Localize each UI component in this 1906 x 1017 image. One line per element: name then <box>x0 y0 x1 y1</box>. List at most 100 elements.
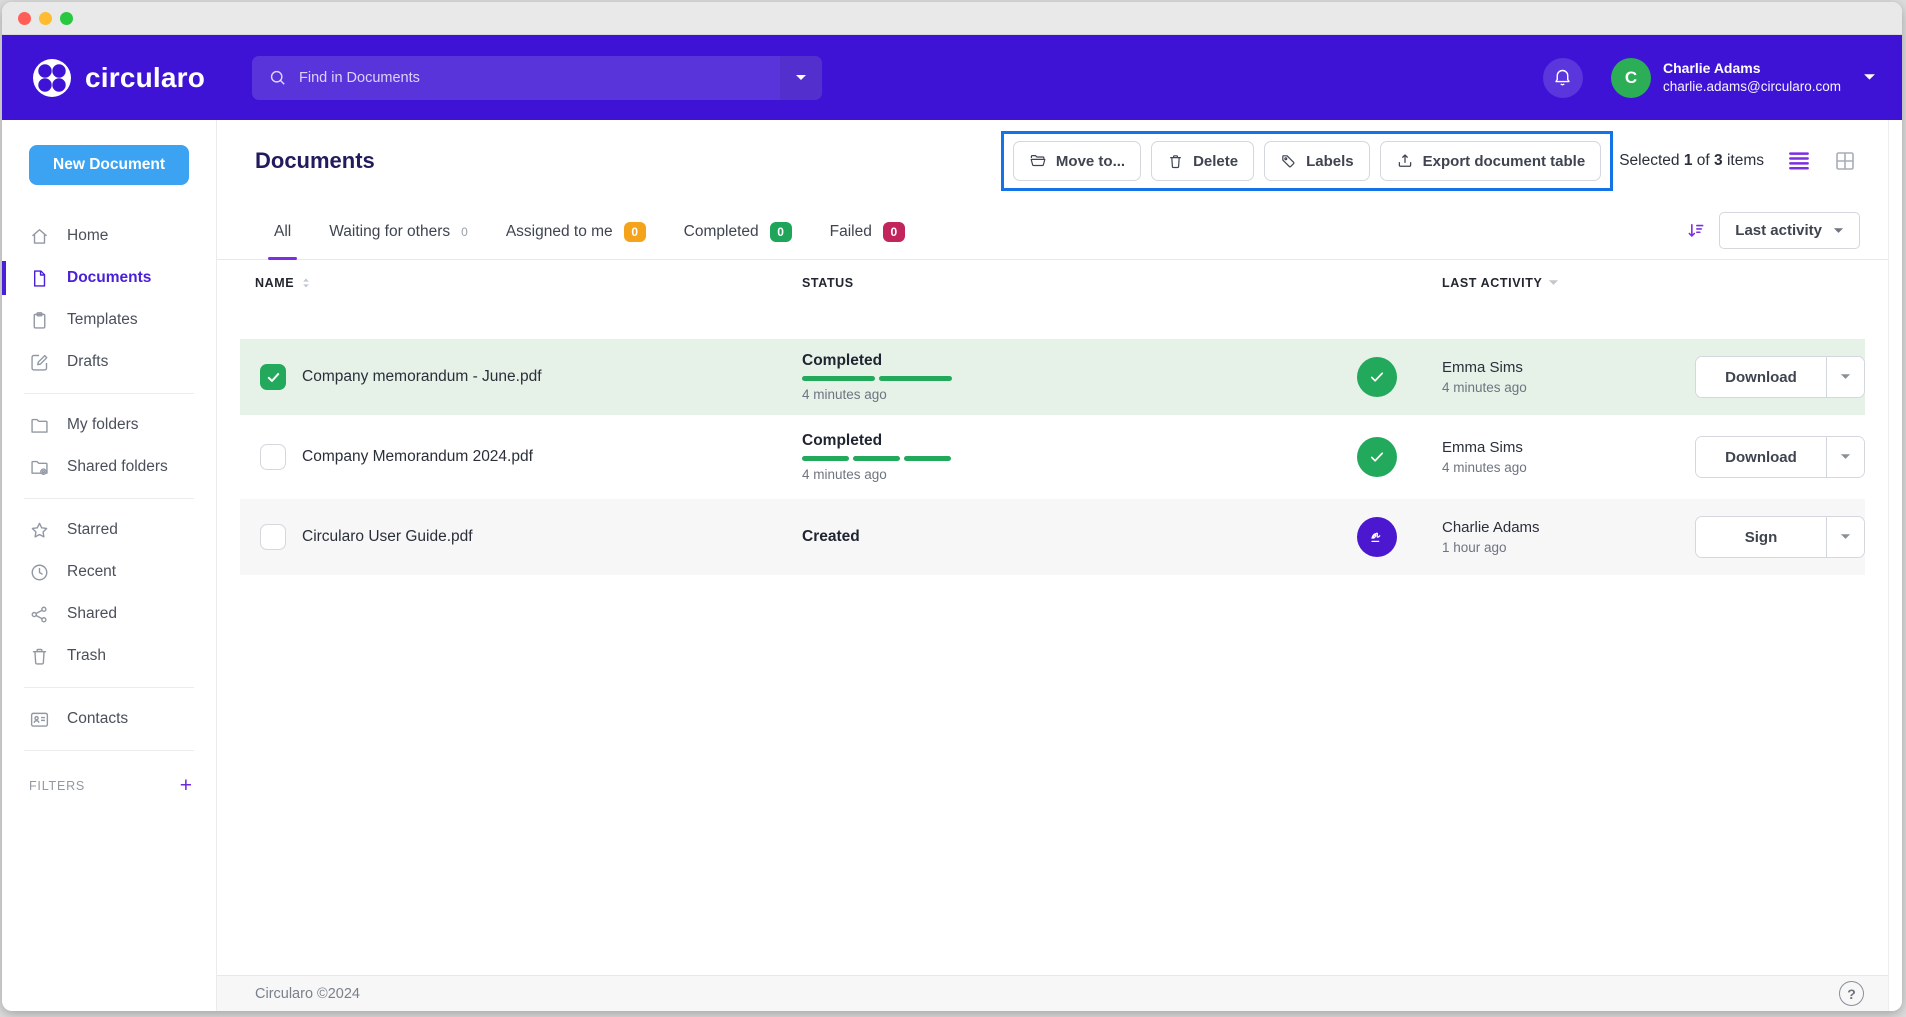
bulk-actions-highlight-box: Move to... Delete Labels Export document… <box>1000 131 1614 191</box>
actor-name: Charlie Adams <box>1442 519 1540 536</box>
search-bar[interactable] <box>252 55 822 100</box>
add-filter-button[interactable]: + <box>179 774 192 797</box>
move-to-button[interactable]: Move to... <box>1012 141 1142 181</box>
sidebar-divider <box>24 750 194 751</box>
trash-icon <box>32 648 47 665</box>
sidebar-item-contacts[interactable]: Contacts <box>2 698 216 740</box>
status-label: Completed <box>802 352 883 369</box>
home-icon <box>32 228 47 244</box>
document-name[interactable]: Circularo User Guide.pdf <box>302 528 473 545</box>
copyright-text: Circularo ©2024 <box>255 985 360 1002</box>
export-icon <box>1398 154 1411 167</box>
clipboard-icon <box>33 311 46 329</box>
chevron-down-icon <box>1833 227 1844 233</box>
notifications-button[interactable] <box>1542 57 1583 98</box>
folder-icon <box>31 418 48 433</box>
sidebar-item-shared-folders[interactable]: Shared folders <box>2 446 216 488</box>
sidebar-item-drafts[interactable]: Drafts <box>2 341 216 383</box>
document-icon <box>33 269 46 287</box>
logo-wordmark: circularo <box>85 61 206 93</box>
sidebar-item-label: Home <box>67 227 109 244</box>
download-button[interactable]: Download <box>1696 357 1826 397</box>
search-input[interactable] <box>299 69 780 86</box>
workflow-progress <box>802 376 1357 381</box>
completed-check-avatar <box>1357 437 1397 477</box>
filters-label: FILTERS <box>29 778 86 793</box>
tabs-row: All Waiting for others 0 Assigned to me … <box>217 198 1888 260</box>
search-scope-dropdown[interactable] <box>780 55 822 100</box>
total-count: 3 <box>1714 152 1723 169</box>
help-button[interactable]: ? <box>1839 981 1864 1006</box>
document-name[interactable]: Company Memorandum 2024.pdf <box>302 448 533 465</box>
header-right: C Charlie Adams charlie.adams@circularo.… <box>1542 57 1876 98</box>
row-action: Sign <box>1695 516 1865 558</box>
check-icon <box>267 372 279 382</box>
sidebar-item-recent[interactable]: Recent <box>2 551 216 593</box>
labels-button[interactable]: Labels <box>1264 141 1370 181</box>
row-action-dropdown[interactable] <box>1826 357 1864 397</box>
selected-count: 1 <box>1683 152 1693 169</box>
user-menu[interactable]: C Charlie Adams charlie.adams@circularo.… <box>1610 57 1876 98</box>
completed-check-avatar <box>1357 357 1397 397</box>
scrollbar-gutter[interactable] <box>1888 120 1902 1011</box>
export-document-table-button[interactable]: Export document table <box>1379 141 1602 181</box>
sort-arrows-icon <box>303 278 310 288</box>
app-logo[interactable]: circularo <box>32 58 252 98</box>
window-titlebar <box>2 2 1902 35</box>
column-header-name[interactable]: NAME <box>255 276 312 290</box>
tab-count-badge: 0 <box>623 222 646 242</box>
delete-button[interactable]: Delete <box>1151 141 1255 181</box>
sidebar-item-my-folders[interactable]: My folders <box>2 404 216 446</box>
sidebar-item-documents[interactable]: Documents <box>2 257 216 299</box>
new-document-button[interactable]: New Document <box>29 145 189 185</box>
activity-time: 4 minutes ago <box>1442 460 1527 475</box>
page-title: Documents <box>255 148 375 173</box>
tab-waiting-for-others[interactable]: Waiting for others 0 <box>329 222 468 259</box>
caret-down-icon <box>1840 534 1851 539</box>
tab-all[interactable]: All <box>267 222 298 260</box>
document-row[interactable]: Company Memorandum 2024.pdf Completed 4 … <box>240 419 1865 495</box>
sort-dropdown[interactable]: Last activity <box>1719 212 1860 249</box>
zoom-window-button[interactable] <box>60 11 73 25</box>
row-checkbox[interactable] <box>260 364 286 390</box>
row-checkbox[interactable] <box>260 444 286 470</box>
star-icon <box>31 522 48 538</box>
sidebar-item-templates[interactable]: Templates <box>2 299 216 341</box>
last-activity: Charlie Adams 1 hour ago <box>1442 519 1695 555</box>
grid-view-button[interactable] <box>1832 148 1858 174</box>
list-view-button[interactable] <box>1786 148 1812 174</box>
sign-button[interactable]: Sign <box>1696 517 1826 557</box>
close-window-button[interactable] <box>18 11 31 25</box>
button-label: Labels <box>1306 152 1354 170</box>
minimize-window-button[interactable] <box>39 11 52 25</box>
tab-count-badge: 0 <box>882 222 905 242</box>
sort-descending-icon[interactable] <box>1686 221 1706 241</box>
column-header-status: STATUS <box>802 276 854 290</box>
tab-label: Completed <box>683 223 759 240</box>
clock-icon <box>31 564 48 580</box>
sidebar-item-shared[interactable]: Shared <box>2 593 216 635</box>
column-header-last-activity[interactable]: LAST ACTIVITY <box>1442 276 1559 290</box>
contacts-icon <box>30 712 49 727</box>
tab-failed[interactable]: Failed 0 <box>830 222 905 259</box>
tab-completed[interactable]: Completed 0 <box>684 222 792 259</box>
sidebar-item-trash[interactable]: Trash <box>2 635 216 677</box>
document-list: Company memorandum - June.pdf Completed … <box>217 339 1888 575</box>
sidebar-item-home[interactable]: Home <box>2 215 216 257</box>
sidebar-nav: Home Documents Templates Drafts My <box>2 215 216 761</box>
sidebar-item-label: Starred <box>67 521 118 538</box>
document-tabs: All Waiting for others 0 Assigned to me … <box>267 222 905 260</box>
document-row[interactable]: Company memorandum - June.pdf Completed … <box>240 339 1865 415</box>
sidebar-item-starred[interactable]: Starred <box>2 509 216 551</box>
row-checkbox[interactable] <box>260 524 286 550</box>
activity-time: 4 minutes ago <box>1442 380 1527 395</box>
document-name[interactable]: Company memorandum - June.pdf <box>302 368 542 385</box>
row-action-dropdown[interactable] <box>1826 437 1864 477</box>
user-avatar: C <box>1610 57 1651 98</box>
app-header: circularo C Charlie Adams c <box>2 35 1902 120</box>
document-row[interactable]: Circularo User Guide.pdf Created <box>240 499 1865 575</box>
row-action-dropdown[interactable] <box>1826 517 1864 557</box>
download-button[interactable]: Download <box>1696 437 1826 477</box>
actor-name: Emma Sims <box>1442 439 1523 456</box>
tab-assigned-to-me[interactable]: Assigned to me 0 <box>506 222 646 259</box>
